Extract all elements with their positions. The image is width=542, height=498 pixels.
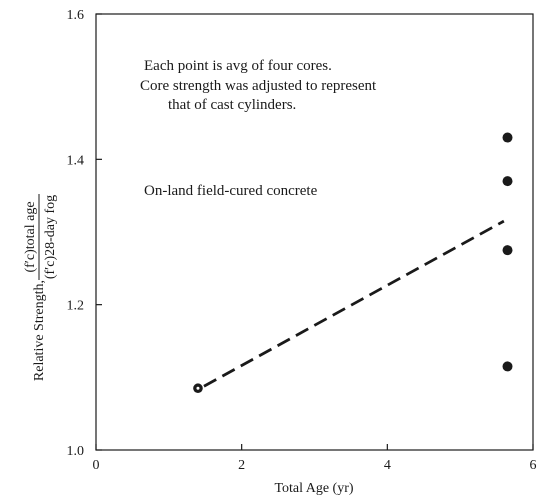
x-tick-label: 6: [530, 458, 537, 473]
x-tick-label: 4: [384, 458, 391, 473]
annotation-line-3: that of cast cylinders.: [168, 97, 296, 113]
plot-frame: [95, 13, 534, 451]
x-tick-label: 2: [238, 458, 245, 473]
y-tick-label: 1.6: [67, 8, 85, 23]
data-point: [502, 361, 513, 372]
x-tick-label: 0: [93, 458, 100, 473]
x-axis-label: Total Age (yr): [274, 481, 353, 496]
y-tick-label: 1.4: [67, 153, 85, 168]
annotation-line-2: Core strength was adjusted to represent: [140, 78, 377, 94]
trend-line: [203, 219, 505, 388]
y-axis-label-numerator: (f′c)total age: [23, 201, 38, 272]
y-tick-label: 1.0: [67, 444, 85, 459]
y-axis-label-prefix: Relative Strength,: [32, 280, 47, 381]
data-point: [502, 176, 513, 187]
x-axis-ticks: 0 2 4 6: [93, 444, 537, 473]
y-axis-ticks: 1.0 1.2 1.4 1.6: [67, 8, 102, 459]
y-tick-label: 1.2: [67, 299, 85, 314]
data-point: [502, 245, 513, 256]
annotation-line-1: Each point is avg of four cores.: [144, 58, 332, 74]
data-point-center: [196, 386, 200, 390]
data-points: [193, 132, 513, 394]
annotation-line-4: On-land field-cured concrete: [144, 183, 318, 199]
data-point: [502, 132, 513, 143]
y-axis-label: Relative Strength, (f′c)total age (f′c)2…: [23, 194, 58, 381]
y-axis-label-denominator: (f′c)28-day fog: [43, 195, 58, 279]
